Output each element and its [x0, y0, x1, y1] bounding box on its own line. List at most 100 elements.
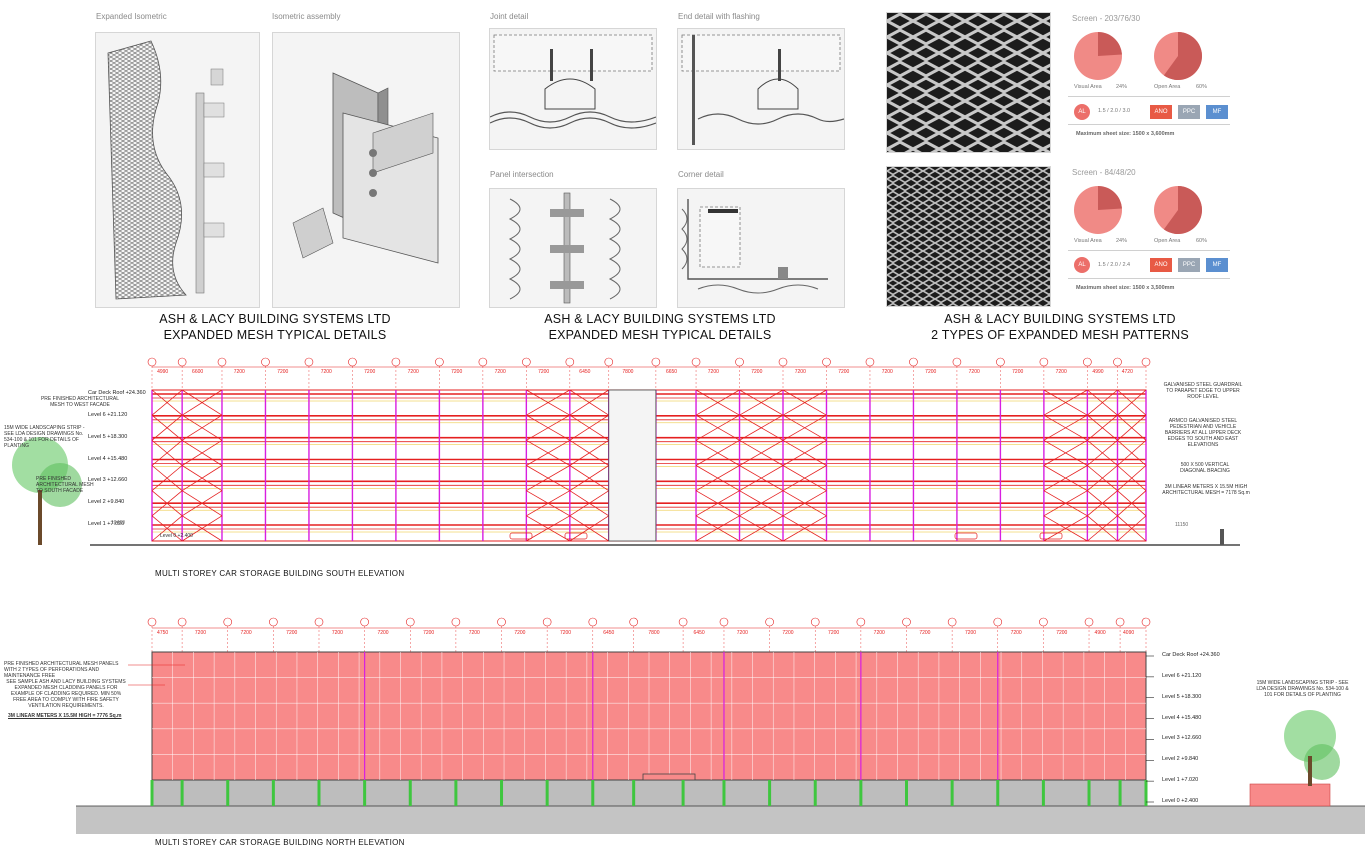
- bay-dimension-label: 7200: [1056, 630, 1068, 636]
- level-label: Level 1 +7.020: [88, 521, 125, 527]
- bay-dimension-label: 7200: [838, 369, 850, 375]
- grid-bubble: [810, 617, 820, 627]
- level-label: Level 0 +2.400: [1162, 798, 1199, 804]
- bay-dimension-label: 7200: [968, 369, 980, 375]
- diagonal-brace: [569, 515, 609, 542]
- ground-column: [363, 780, 367, 806]
- panel-title-isometric-assembly: Isometric assembly: [272, 12, 341, 21]
- north-elevation-drawing: [76, 617, 1365, 834]
- diagonal-brace: [695, 389, 740, 416]
- south-ground-label: Level 0 +2.400: [160, 533, 193, 539]
- bay-dimension-label: 7200: [277, 369, 289, 375]
- ground-column: [1144, 780, 1148, 806]
- finish-ano-2: ANO: [1150, 258, 1172, 272]
- grid-bubble: [822, 357, 831, 367]
- finish-ppc-2: PPC: [1178, 258, 1200, 272]
- ground-column: [226, 780, 230, 806]
- diagonal-brace: [151, 389, 183, 416]
- south-elevation-drawing: [12, 357, 1240, 546]
- south-right-dim: 11150: [1175, 522, 1189, 528]
- grid-bubble: [223, 617, 233, 627]
- level-label: Level 3 +12.660: [88, 477, 128, 484]
- grid-bubble: [147, 617, 157, 627]
- grid-bubble: [1113, 357, 1122, 367]
- diagonal-brace: [1117, 440, 1147, 466]
- panel-title-panel-intersection: Panel intersection: [490, 170, 554, 179]
- diagonal-brace: [1117, 490, 1147, 517]
- ground-column: [1118, 780, 1122, 806]
- bay-dimension-label: 7200: [320, 369, 332, 375]
- grid-bubble: [1141, 617, 1151, 627]
- diagonal-brace: [739, 439, 784, 466]
- car-outline: [1039, 532, 1063, 540]
- bay-dimension-label: 7200: [377, 630, 389, 636]
- bay-dimension-label: 7200: [364, 369, 376, 375]
- corner-detail-illustration: [681, 199, 828, 294]
- material-badge-2: AL: [1074, 257, 1090, 273]
- ground-column: [1087, 780, 1091, 806]
- divider: [1068, 250, 1230, 251]
- max-sheet-text-1: Maximum sheet size: 1500 x 3,600mm: [1076, 131, 1175, 137]
- south-note-south-mesh: PRE FINISHED ARCHITECTURAL MESH TO SOUTH…: [36, 476, 94, 494]
- diagonal-brace: [739, 465, 784, 492]
- diagonal-brace: [526, 515, 571, 542]
- bay-dimension-label: 7200: [407, 369, 419, 375]
- gauge-text-2: 1.5 / 2.0 / 2.4: [1098, 262, 1131, 268]
- level-label: Level 2 +9.840: [88, 499, 125, 506]
- diagonal-brace: [1087, 389, 1118, 416]
- bay-dimension-label: 7200: [794, 369, 806, 375]
- diagonal-brace: [181, 414, 223, 441]
- ground-column: [454, 780, 458, 806]
- diagonal-brace: [695, 515, 740, 542]
- joint-detail-drawing: [489, 28, 657, 150]
- finish-mf-2: MF: [1206, 258, 1228, 272]
- finish-mf-1: MF: [1206, 105, 1228, 119]
- bay-dimension-label: 7200: [240, 630, 252, 636]
- grid-bubble: [1039, 617, 1048, 627]
- bay-dimension-label: 7200: [925, 369, 937, 375]
- open-area-pie-1: [1154, 32, 1202, 80]
- diagonal-brace: [526, 414, 571, 441]
- grid-bubble: [1084, 617, 1094, 627]
- pie-slice: [1163, 186, 1202, 234]
- bay-dimension-label: 7200: [1055, 369, 1067, 375]
- screen-header-2: Screen - 84/48/20: [1072, 168, 1136, 177]
- diagonal-brace: [1117, 515, 1147, 542]
- south-elevation-title: MULTI STOREY CAR STORAGE BUILDING SOUTH …: [155, 569, 405, 578]
- grid-bubble: [735, 357, 744, 367]
- open-area-pie-2: [1154, 186, 1202, 234]
- ground-column: [408, 780, 412, 806]
- grid-bubble: [478, 357, 488, 367]
- car-outline: [954, 532, 978, 540]
- bay-dimension-label: 7200: [873, 630, 885, 636]
- open-area-value-2: 60%: [1196, 238, 1208, 244]
- grid-bubble: [177, 357, 187, 367]
- bay-dimension-label: 6450: [579, 369, 591, 375]
- grid-bubble: [542, 617, 552, 627]
- diagonal-brace: [1043, 439, 1088, 466]
- tree-canopy: [1304, 744, 1340, 780]
- level-label: Level 1 +7.020: [1162, 777, 1199, 784]
- visual-area-label-2: Visual Area: [1074, 238, 1102, 244]
- caption-left-line2: EXPANDED MESH TYPICAL DETAILS: [163, 328, 387, 342]
- diagonal-brace: [151, 440, 183, 466]
- bay-dimension-label: 7200: [538, 369, 550, 375]
- end-detail-drawing: [677, 28, 845, 150]
- mesh-pattern-photo-large: [886, 12, 1051, 153]
- diagonal-brace: [181, 515, 223, 542]
- grid-bubble: [588, 617, 598, 627]
- bay-dimension-label: 7200: [286, 630, 298, 636]
- south-note-guardrail: GALVANISED STEEL GUARDRAIL TO PARAPET ED…: [1163, 382, 1243, 400]
- south-note-barriers: ARMCO GALVANISED STEEL PEDESTRIAN AND VE…: [1164, 418, 1242, 448]
- tree-canopy: [38, 463, 82, 507]
- south-note-landscaping: 15M WIDE LANDSCAPING STRIP - SEE LDA DES…: [4, 425, 85, 449]
- bay-dimension-label: 6650: [665, 369, 678, 375]
- diagonal-brace: [782, 490, 827, 517]
- panel-title-corner-detail: Corner detail: [678, 170, 724, 179]
- north-elevation-title: MULTI STOREY CAR STORAGE BUILDING NORTH …: [155, 838, 405, 847]
- grid-bubble: [719, 617, 729, 627]
- divider: [1068, 278, 1230, 279]
- panel-title-joint-detail: Joint detail: [490, 12, 529, 21]
- divider: [1068, 96, 1230, 97]
- pie-slice: [1098, 186, 1122, 210]
